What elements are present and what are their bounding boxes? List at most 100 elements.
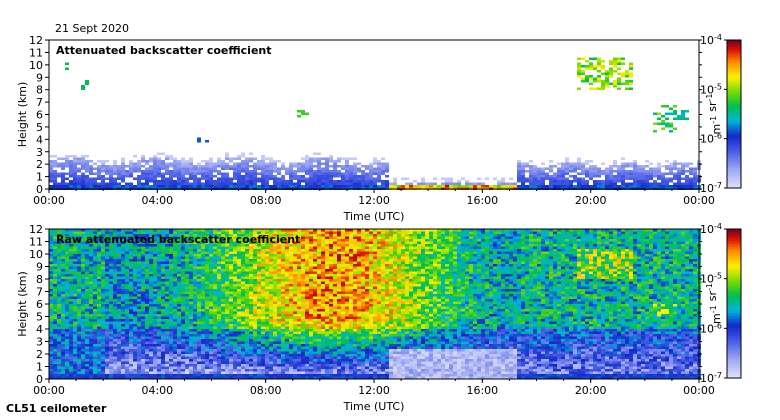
- heatmap-cell: [257, 246, 261, 249]
- heatmap-cell: [173, 324, 177, 327]
- heatmap-cell: [553, 175, 557, 178]
- heatmap-cell: [153, 157, 157, 160]
- heatmap-cell: [613, 182, 617, 185]
- heatmap-cell: [145, 274, 149, 277]
- heatmap-cell: [245, 246, 249, 249]
- heatmap-cell: [53, 291, 57, 294]
- heatmap-cell: [677, 175, 681, 178]
- heatmap-cell: [213, 364, 217, 367]
- heatmap-cell: [197, 341, 201, 344]
- heatmap-cell: [225, 271, 229, 274]
- heatmap-cell: [385, 165, 389, 168]
- heatmap-cell: [177, 301, 181, 304]
- heatmap-cell: [225, 276, 229, 279]
- heatmap-cell: [613, 70, 617, 73]
- heatmap-cell: [237, 284, 241, 287]
- heatmap-cell: [553, 177, 557, 180]
- heatmap-cell: [113, 299, 117, 302]
- heatmap-cell: [137, 364, 141, 367]
- heatmap-cell: [177, 336, 181, 339]
- heatmap-cell: [617, 82, 621, 85]
- heatmap-cell: [257, 354, 261, 357]
- heatmap-cell: [133, 241, 137, 244]
- heatmap-cell: [97, 241, 101, 244]
- heatmap-cell: [369, 175, 373, 178]
- heatmap-cell: [173, 182, 177, 185]
- heatmap-cell: [161, 177, 165, 180]
- heatmap-cell: [157, 167, 161, 170]
- heatmap-cell: [261, 251, 265, 254]
- heatmap-cell: [73, 336, 77, 339]
- heatmap-cell: [241, 306, 245, 309]
- heatmap-cell: [53, 259, 57, 262]
- heatmap-cell: [105, 331, 109, 334]
- heatmap-cell: [549, 165, 553, 168]
- heatmap-cell: [209, 339, 213, 342]
- heatmap-cell: [209, 271, 213, 274]
- heatmap-cell: [69, 256, 73, 259]
- heatmap-cell: [689, 182, 693, 185]
- heatmap-cell: [133, 269, 137, 272]
- heatmap-cell: [177, 331, 181, 334]
- heatmap-cell: [409, 182, 413, 185]
- heatmap-cell: [61, 175, 65, 178]
- heatmap-cell: [497, 180, 501, 183]
- heatmap-cell: [349, 180, 353, 183]
- heatmap-cell: [165, 294, 169, 297]
- heatmap-cell: [129, 160, 133, 163]
- heatmap-cell: [61, 182, 65, 185]
- heatmap-cell: [449, 177, 453, 180]
- heatmap-cell: [233, 354, 237, 357]
- heatmap-cell: [173, 344, 177, 347]
- heatmap-cell: [185, 234, 189, 237]
- heatmap-cell: [677, 177, 681, 180]
- heatmap-cell: [165, 339, 169, 342]
- heatmap-cell: [109, 331, 113, 334]
- heatmap-cell: [133, 266, 137, 269]
- heatmap-cell: [93, 269, 97, 272]
- heatmap-cell: [89, 182, 93, 185]
- heatmap-cell: [113, 231, 117, 234]
- heatmap-cell: [209, 336, 213, 339]
- heatmap-cell: [165, 349, 169, 352]
- heatmap-cell: [189, 316, 193, 319]
- heatmap-cell: [253, 316, 257, 319]
- heatmap-cell: [173, 346, 177, 349]
- heatmap-cell: [105, 170, 109, 173]
- heatmap-cell: [49, 296, 53, 299]
- heatmap-cell: [645, 180, 649, 183]
- heatmap-cell: [329, 185, 333, 188]
- heatmap-cell: [97, 254, 101, 257]
- colorbar-segment: [727, 114, 741, 118]
- heatmap-cell: [93, 309, 97, 312]
- heatmap-cell: [101, 251, 105, 254]
- heatmap-cell: [649, 185, 653, 188]
- heatmap-cell: [105, 284, 109, 287]
- heatmap-cell: [241, 165, 245, 168]
- heatmap-cell: [89, 294, 93, 297]
- heatmap-cell: [653, 175, 657, 178]
- heatmap-cell: [213, 366, 217, 369]
- heatmap-cell: [61, 329, 65, 332]
- heatmap-cell: [217, 160, 221, 163]
- heatmap-cell: [113, 316, 117, 319]
- heatmap-cell: [69, 271, 73, 274]
- heatmap-cell: [73, 249, 77, 252]
- heatmap-cell: [133, 234, 137, 237]
- heatmap-cell: [53, 177, 57, 180]
- heatmap-cell: [253, 259, 257, 262]
- heatmap-cell: [89, 319, 93, 322]
- heatmap-cell: [653, 122, 657, 125]
- heatmap-cell: [629, 182, 633, 185]
- heatmap-cell: [233, 339, 237, 342]
- heatmap-cell: [121, 284, 125, 287]
- colorbar-segment: [727, 121, 741, 125]
- heatmap-cell: [141, 284, 145, 287]
- heatmap-cell: [261, 246, 265, 249]
- heatmap-cell: [177, 256, 181, 259]
- heatmap-cell: [105, 274, 109, 277]
- heatmap-cell: [173, 361, 177, 364]
- heatmap-cell: [73, 160, 77, 163]
- heatmap-cell: [245, 160, 249, 163]
- heatmap-cell: [257, 331, 261, 334]
